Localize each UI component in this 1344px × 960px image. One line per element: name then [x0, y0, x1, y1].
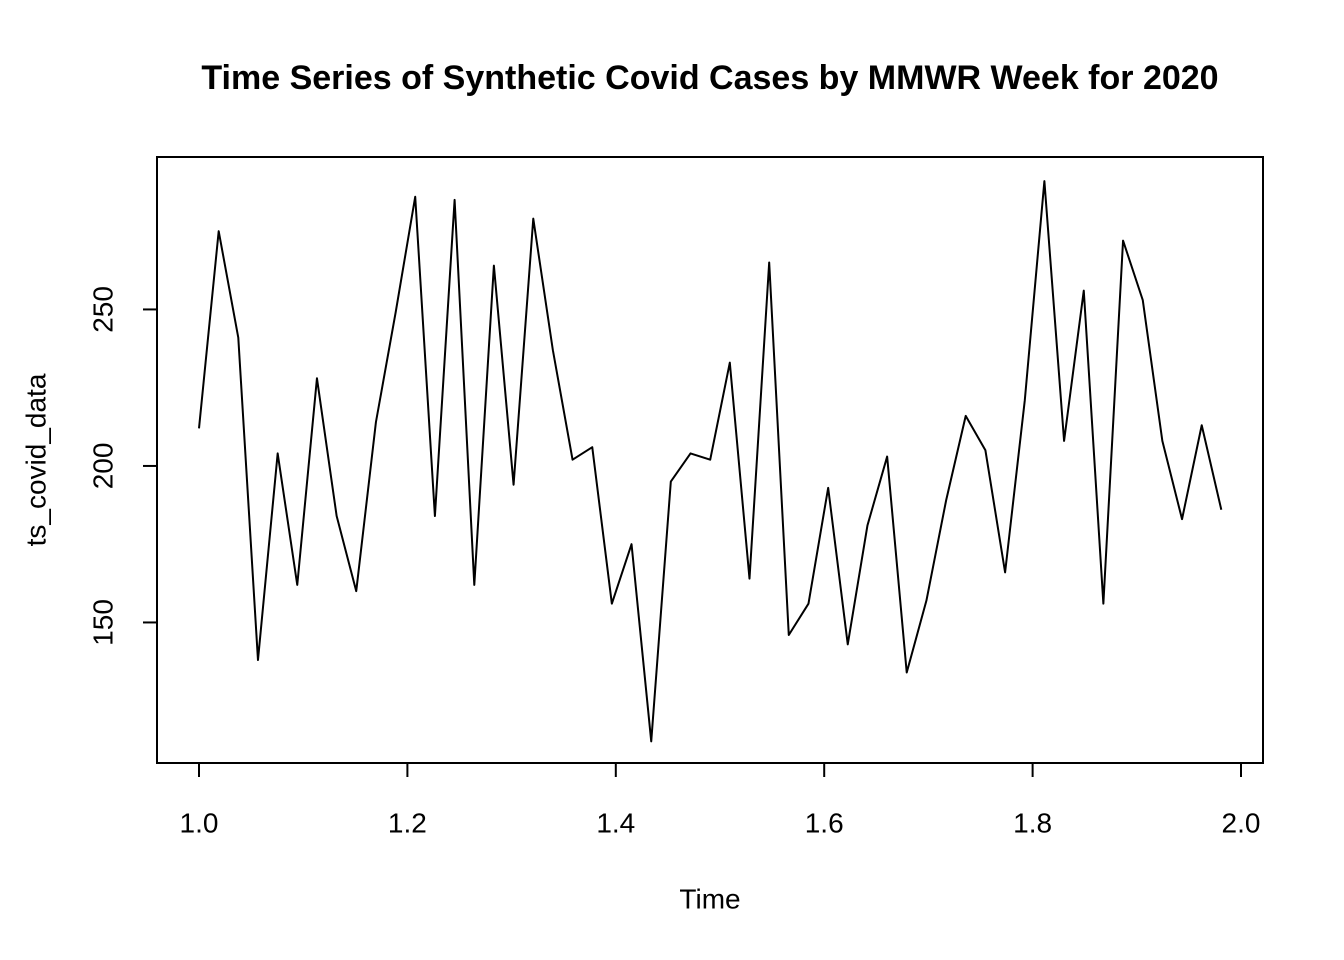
y-tick-label: 200	[87, 443, 118, 490]
y-axis-label: ts_covid_data	[20, 373, 51, 546]
x-tick-label: 1.0	[180, 807, 219, 838]
x-tick-label: 1.6	[805, 807, 844, 838]
x-tick-label: 1.4	[596, 807, 635, 838]
chart-title: Time Series of Synthetic Covid Cases by …	[201, 59, 1218, 97]
x-tick-label: 2.0	[1222, 807, 1261, 838]
x-tick-label: 1.8	[1013, 807, 1052, 838]
x-axis-label: Time	[679, 883, 740, 914]
y-tick-label: 250	[87, 286, 118, 333]
y-tick-label: 150	[87, 599, 118, 646]
x-tick-label: 1.2	[388, 807, 427, 838]
line-series	[197, 180, 1223, 743]
